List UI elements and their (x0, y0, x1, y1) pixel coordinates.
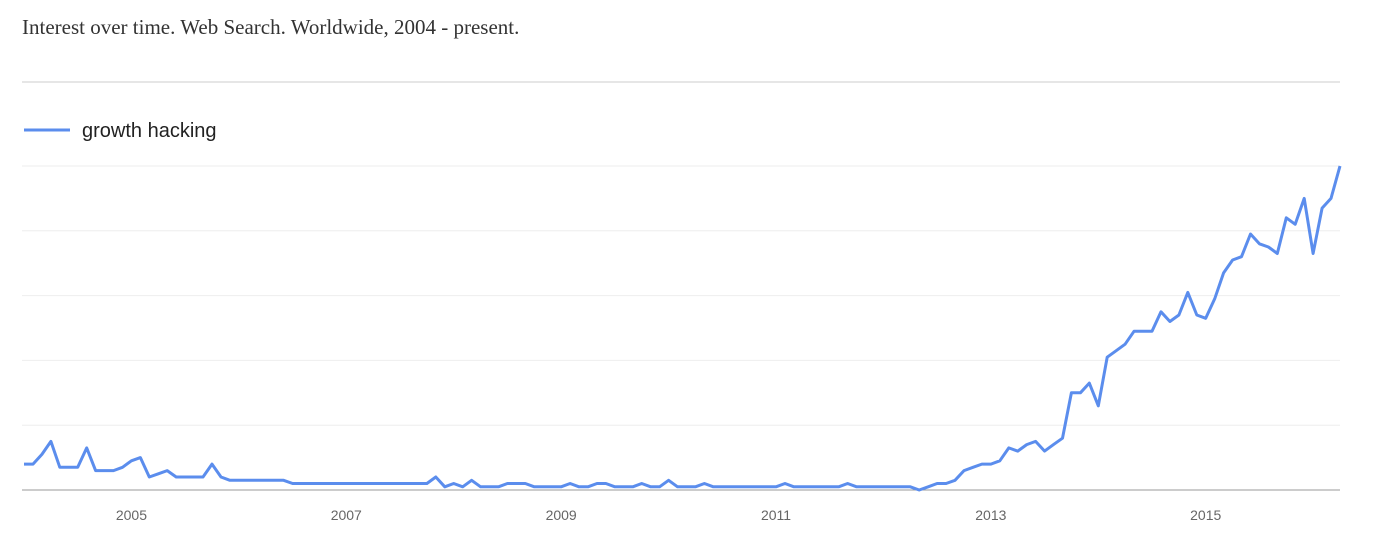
x-tick-label: 2013 (975, 507, 1006, 523)
legend-label: growth hacking (82, 120, 217, 142)
x-tick-label: 2011 (761, 507, 791, 523)
x-tick-label: 2007 (331, 507, 362, 523)
x-tick-label: 2009 (546, 507, 577, 523)
chart-title: Interest over time. Web Search. Worldwid… (22, 15, 519, 39)
x-tick-label: 2015 (1190, 507, 1221, 523)
series-line (24, 165, 1342, 492)
x-tick-label: 2005 (116, 507, 147, 523)
